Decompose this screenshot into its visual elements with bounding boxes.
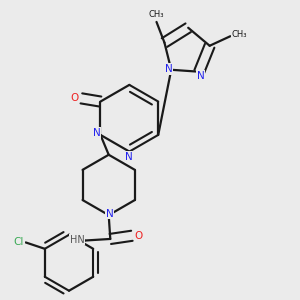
Text: O: O bbox=[135, 231, 143, 241]
Text: Cl: Cl bbox=[14, 237, 24, 248]
Text: O: O bbox=[70, 93, 79, 103]
Text: CH₃: CH₃ bbox=[149, 11, 164, 20]
Text: HN: HN bbox=[70, 235, 84, 244]
Text: N: N bbox=[125, 152, 133, 162]
Text: CH₃: CH₃ bbox=[231, 30, 247, 39]
Text: N: N bbox=[165, 64, 172, 74]
Text: N: N bbox=[197, 70, 205, 80]
Text: N: N bbox=[106, 208, 113, 218]
Text: N: N bbox=[93, 128, 101, 138]
